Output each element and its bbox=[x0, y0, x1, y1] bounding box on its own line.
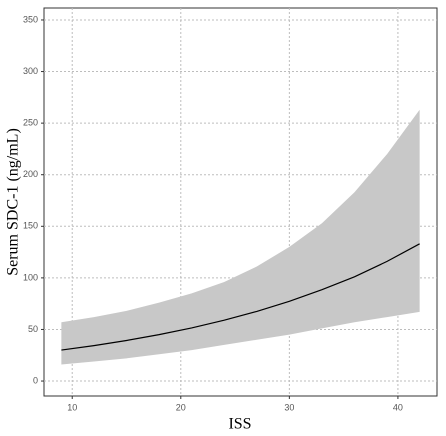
y-tick-label: 50 bbox=[28, 324, 38, 334]
y-tick-label: 250 bbox=[23, 118, 38, 128]
y-tick-label: 200 bbox=[23, 169, 38, 179]
x-tick-label: 40 bbox=[393, 402, 403, 412]
x-axis-label: ISS bbox=[228, 416, 251, 433]
x-tick-label: 30 bbox=[284, 402, 294, 412]
y-tick-label: 0 bbox=[33, 375, 38, 385]
confidence-band bbox=[61, 109, 420, 365]
x-tick-label: 10 bbox=[67, 402, 77, 412]
y-tick-label: 150 bbox=[23, 221, 38, 231]
line bbox=[61, 243, 420, 351]
x-tick-label: 20 bbox=[176, 402, 186, 412]
y-axis-label: Serum SDC-1 (ng/mL) bbox=[5, 128, 22, 276]
y-tick-label: 100 bbox=[23, 272, 38, 282]
y-tick-label: 350 bbox=[23, 14, 38, 24]
y-tick-label: 300 bbox=[23, 66, 38, 76]
